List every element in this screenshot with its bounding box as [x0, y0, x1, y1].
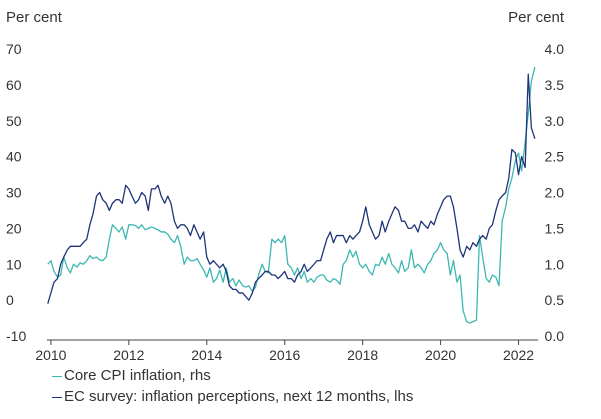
series-layer: [47, 66, 536, 324]
right-tick-label: 4.0: [545, 41, 565, 57]
right-tick-label: 3.0: [545, 113, 565, 129]
legend-item-ec-survey: EC survey: inflation perceptions, next 1…: [52, 386, 413, 407]
left-tick-label: 20: [6, 220, 22, 236]
right-tick-label: 2.5: [545, 149, 565, 165]
legend-item-core-cpi: Core CPI inflation, rhs: [52, 365, 413, 386]
left-axis-unit-label: Per cent: [6, 9, 63, 26]
x-tick-label: 2016: [269, 347, 300, 363]
x-tick-label: 2020: [425, 347, 456, 363]
x-tick-label: 2014: [191, 347, 222, 363]
right-tick-label: 2.0: [545, 185, 565, 201]
right-tick-label: 1.5: [545, 220, 565, 236]
left-tick-label: 30: [6, 185, 22, 201]
right-tick-label: 3.5: [545, 77, 565, 93]
left-tick-label: 50: [6, 113, 22, 129]
legend-label-core-cpi: Core CPI inflation, rhs: [64, 367, 211, 384]
right-axis-ticks: 0.0 0.5 1.0 1.5 2.0 2.5 3.0 3.5 4.0: [545, 41, 565, 344]
series-line-ec-survey: [47, 73, 536, 304]
left-tick-label: -10: [6, 328, 26, 344]
legend-swatch-core-cpi: [52, 376, 62, 377]
x-tick-label: 2012: [113, 347, 144, 363]
left-tick-label: 60: [6, 77, 22, 93]
series-line-core-cpi: [47, 66, 536, 324]
left-tick-label: 70: [6, 41, 22, 57]
left-tick-label: 10: [6, 256, 22, 272]
x-tick-label: 2010: [35, 347, 66, 363]
left-tick-label: 0: [6, 292, 14, 308]
legend-label-ec-survey: EC survey: inflation perceptions, next 1…: [64, 388, 414, 405]
right-tick-label: 1.0: [545, 256, 565, 272]
right-tick-label: 0.0: [545, 328, 565, 344]
x-axis: 2010 2012 2014 2016 2018 2020 2022: [35, 339, 538, 363]
legend: Core CPI inflation, rhs EC survey: infla…: [52, 365, 413, 407]
x-tick-label: 2022: [503, 347, 534, 363]
x-tick-label: 2018: [347, 347, 378, 363]
left-tick-label: 40: [6, 149, 22, 165]
legend-swatch-ec-survey: [52, 397, 62, 398]
right-tick-label: 0.5: [545, 292, 565, 308]
right-axis-unit-label: Per cent: [508, 9, 565, 26]
left-axis-ticks: -10 0 10 20 30 40 50 60 70: [6, 41, 26, 344]
